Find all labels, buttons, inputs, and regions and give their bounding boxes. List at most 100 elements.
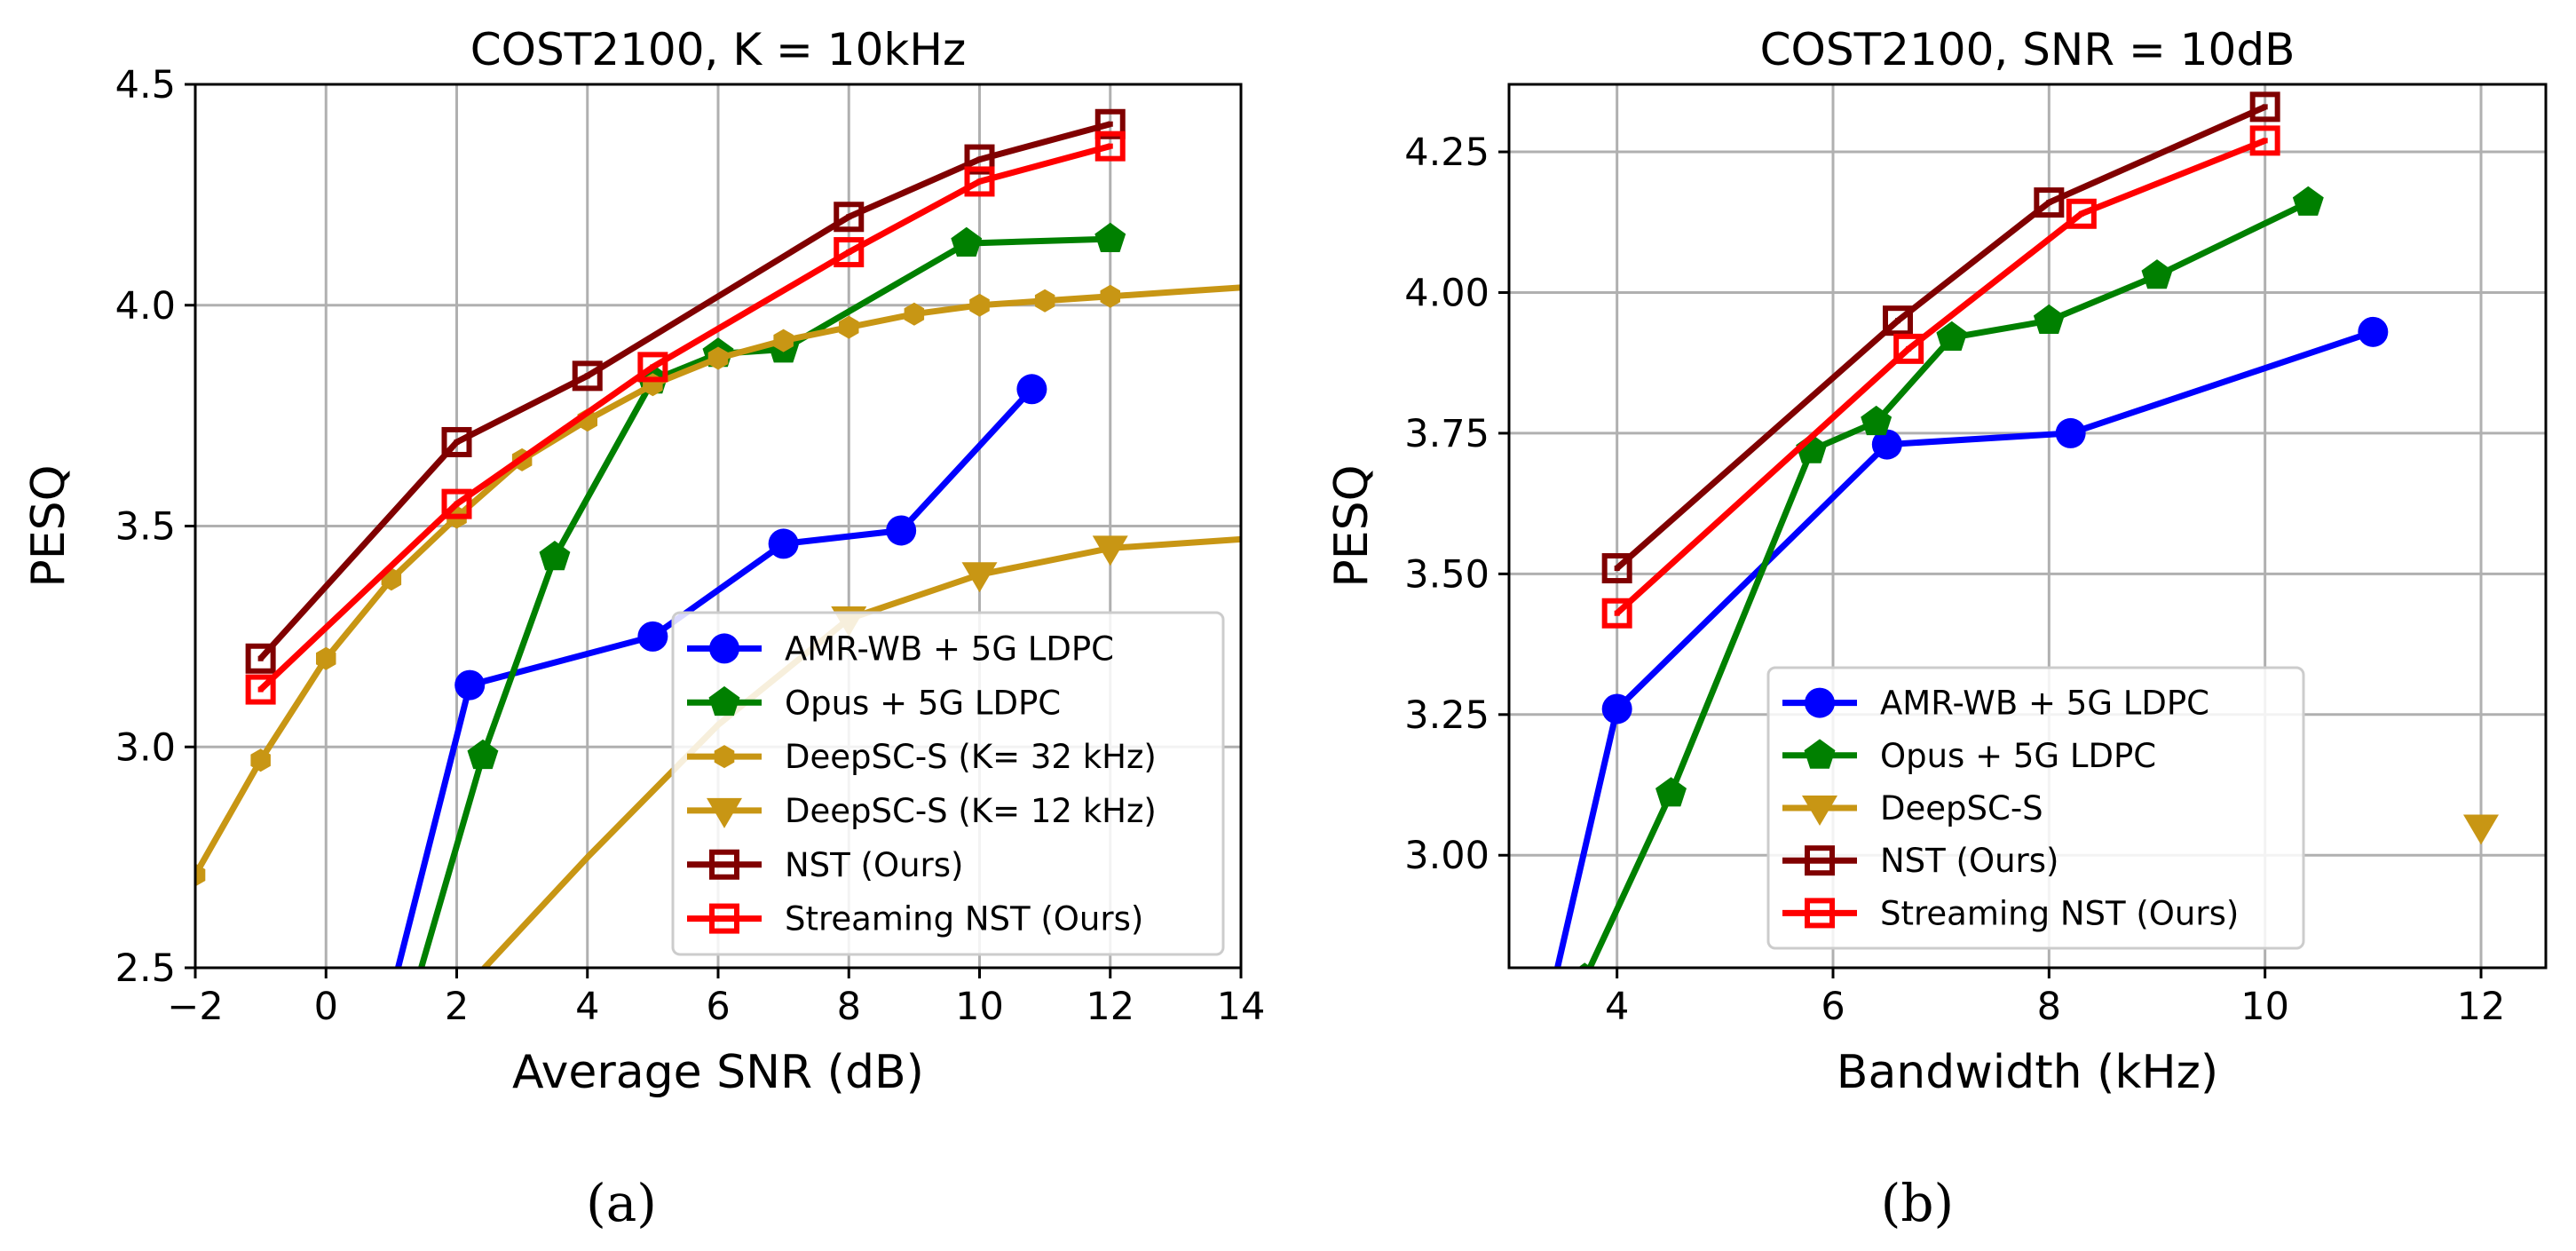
- marker-square: [1601, 598, 1632, 629]
- data-point: [250, 748, 271, 772]
- marker-square: [709, 849, 739, 880]
- marker-square: [637, 352, 668, 383]
- x-tick-label: 4: [1605, 985, 1629, 1029]
- data-point: [2034, 187, 2065, 218]
- legend-box: [1766, 666, 2305, 950]
- legend-entry: DeepSC-S (K= 32 kHz): [687, 738, 1157, 776]
- data-point: [1601, 598, 1632, 629]
- marker-square: [2034, 187, 2065, 218]
- legend-entry: NST (Ours): [687, 846, 963, 884]
- marker-dot: [976, 178, 983, 185]
- legend-marker: [1802, 796, 1837, 826]
- legend-entry: AMR-WB + 5G LDPC: [687, 629, 1114, 668]
- data-point: [1094, 222, 1126, 252]
- data-point: [1016, 374, 1047, 405]
- data-point: [839, 315, 859, 339]
- legend-label: DeepSC-S (K= 12 kHz): [785, 792, 1157, 830]
- marker-square: [245, 674, 276, 705]
- marker-square: [2066, 198, 2097, 229]
- legend: AMR-WB + 5G LDPC Opus + 5G LDPC DeepSC-S NS…: [1766, 666, 2305, 950]
- data-point: [964, 166, 995, 197]
- axis-ticks: −2 0 2 4 6 8 10 12 14 2.5 3.0 3.5 4.0 4.5: [115, 63, 1266, 1029]
- marker-square: [2249, 91, 2280, 123]
- marker-dot: [1107, 121, 1113, 127]
- data-point: [2249, 91, 2280, 123]
- data-point: [834, 237, 865, 268]
- series-opus-5g-ldpc: [396, 222, 1126, 1016]
- series-streaming-nst-ours: [245, 131, 1126, 705]
- marker-dot: [454, 501, 460, 507]
- y-tick-label: 3.50: [1404, 552, 1489, 597]
- y-axis-label: PESQ: [22, 464, 75, 587]
- x-tick-label: 12: [2457, 985, 2506, 1029]
- marker-square: [834, 237, 865, 268]
- marker-square: [1805, 845, 1835, 876]
- series-line: [258, 143, 1111, 693]
- marker-square: [572, 360, 603, 392]
- marker-dot: [846, 249, 852, 256]
- data-point: [245, 674, 276, 705]
- legend-marker: [707, 797, 742, 828]
- legend-entry: Opus + 5G LDPC: [687, 684, 1061, 722]
- legend-label: Opus + 5G LDPC: [1880, 737, 2156, 775]
- data-point: [1537, 975, 1568, 1005]
- marker-square: [1601, 553, 1632, 584]
- data-point: [969, 293, 990, 317]
- data-point: [637, 621, 668, 652]
- legend-entry: DeepSC-S (K= 12 kHz): [687, 792, 1157, 830]
- marker-dot: [2262, 138, 2268, 144]
- data-point: [2358, 316, 2389, 347]
- legend-entry: Opus + 5G LDPC: [1782, 737, 2156, 775]
- legend-entry: NST (Ours): [1782, 842, 2058, 880]
- y-tick-label: 3.00: [1404, 834, 1489, 878]
- legend-marker: [709, 633, 739, 664]
- chart-title: COST2100, K = 10kHz: [470, 24, 966, 75]
- marker-square: [2249, 125, 2280, 156]
- marker-square: [245, 643, 276, 674]
- marker-square: [1805, 898, 1835, 929]
- marker-square: [1883, 305, 1913, 337]
- data-point: [2463, 814, 2499, 845]
- legend-label: AMR-WB + 5G LDPC: [1880, 685, 2209, 723]
- marker-square: [441, 488, 472, 519]
- marker-dot: [976, 156, 983, 162]
- chart-panel-b: 4 6 8 10 12 3.00 3.25 3.50 3.75 4.00 4.25 COST2100,…: [1325, 24, 2548, 1233]
- data-point: [441, 426, 472, 457]
- data-point: [2066, 198, 2097, 229]
- legend-marker: [1805, 898, 1835, 929]
- legend-entry: Streaming NST (Ours): [687, 900, 1143, 938]
- marker-dot: [454, 439, 460, 445]
- data-point: [951, 226, 983, 257]
- y-tick-label: 4.00: [1404, 271, 1489, 315]
- x-tick-label: 14: [1217, 985, 1266, 1029]
- legend-label: Streaming NST (Ours): [785, 900, 1143, 938]
- marker-dot: [1895, 318, 1900, 324]
- data-point: [539, 541, 571, 571]
- series-deepsc-s: [2463, 814, 2499, 845]
- legend-label: NST (Ours): [785, 846, 963, 884]
- series-line: [1615, 104, 2267, 571]
- x-tick-label: 10: [955, 985, 1004, 1029]
- data-point: [1883, 305, 1913, 337]
- chart-title: COST2100, SNR = 10dB: [1760, 24, 2295, 75]
- plot-area: [195, 108, 1241, 1016]
- panel-caption: (b): [1881, 1173, 1954, 1233]
- y-tick-label: 2.5: [115, 946, 176, 991]
- data-point: [396, 986, 427, 1016]
- data-point: [834, 202, 865, 233]
- x-tick-label: 12: [1086, 985, 1134, 1029]
- marker-square: [709, 903, 739, 934]
- series-line: [394, 386, 1034, 968]
- chart-panel-a: −2 0 2 4 6 8 10 12 14 2.5 3.0 3.5 4.0 4.5 COST2100, K …: [22, 24, 1265, 1233]
- data-point: [245, 643, 276, 674]
- legend-label: Opus + 5G LDPC: [785, 684, 1061, 722]
- plot-area: [1537, 91, 2499, 1005]
- data-point: [1893, 333, 1924, 364]
- marker-dot: [722, 915, 727, 922]
- data-point: [1100, 284, 1120, 308]
- y-tick-label: 3.0: [115, 725, 176, 770]
- data-point: [1936, 321, 1968, 351]
- legend-label: Streaming NST (Ours): [1880, 894, 2239, 932]
- data-point: [1094, 108, 1126, 139]
